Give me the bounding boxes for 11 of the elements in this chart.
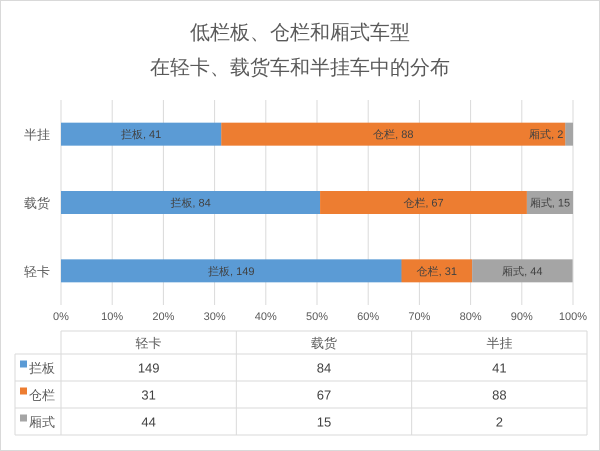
table-cell: 15: [316, 414, 332, 430]
title: 低栏板、仓栏和厢式车型: [190, 22, 410, 44]
table-cell: 41: [492, 360, 507, 376]
table-cell: 2: [496, 414, 503, 430]
table-cell: 44: [141, 414, 156, 430]
subtitle: 在轻卡、载货车和半挂车中的分布: [150, 57, 450, 79]
table-cell: 149: [138, 360, 160, 376]
table-cell: 67: [316, 388, 332, 402]
table-cell: 84: [316, 360, 332, 376]
table-cell: 88: [492, 388, 507, 402]
table-cell: 31: [141, 388, 156, 402]
